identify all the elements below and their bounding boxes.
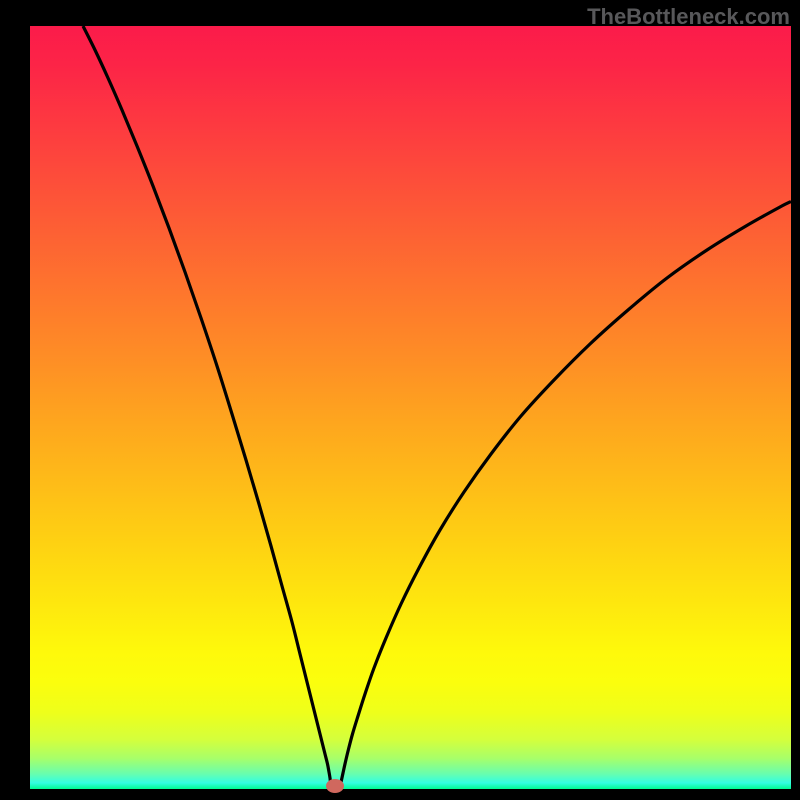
minimum-marker [326,779,344,793]
chart-container: TheBottleneck.com [0,0,800,800]
chart-svg [0,0,800,800]
chart-background [30,26,791,789]
watermark-text: TheBottleneck.com [587,4,790,30]
